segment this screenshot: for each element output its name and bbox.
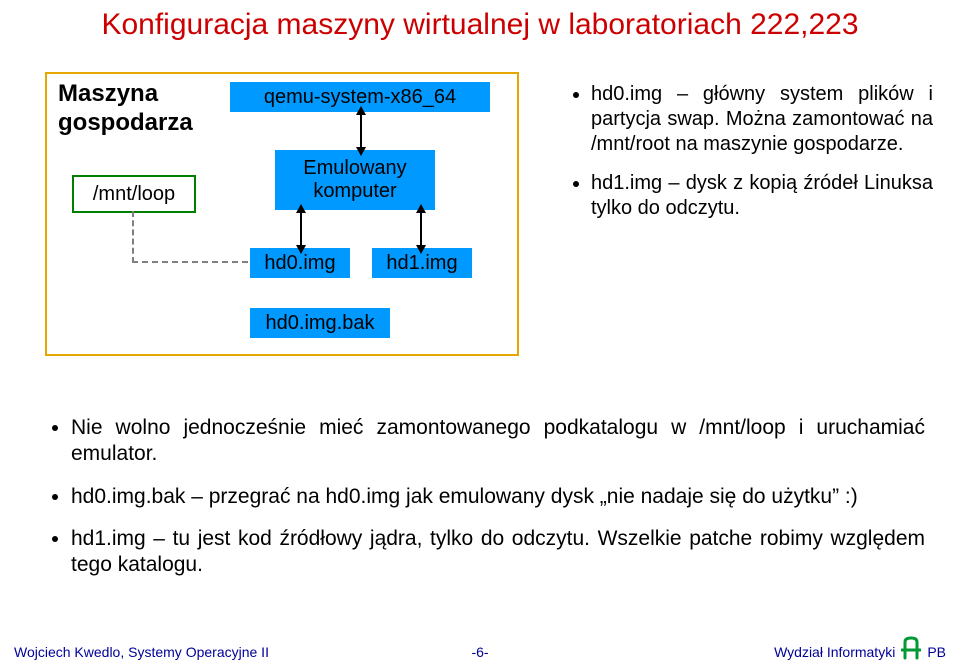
emu-l2: komputer [313,180,396,203]
host-label-l1: Maszyna [58,80,193,109]
footer-right: Wydział Informatyki PB [774,636,946,660]
loop-box: /mnt/loop [72,175,196,213]
dash-v [132,211,134,263]
host-label-l2: gospodarza [58,109,193,138]
lower-bullet-3: hd1.img – tu jest kod źródłowy jądra, ty… [71,526,925,579]
emu-l1: Emulowany [303,157,406,180]
arrow-qemu-emu [360,114,362,148]
slide-title: Konfiguracja maszyny wirtualnej w labora… [0,8,960,42]
arrow-emu-hd0 [300,212,302,246]
arrow-emu-hd1 [420,212,422,246]
footer-dept: Wydział Informatyki [774,644,895,660]
right-bullet-1: hd0.img – główny system plików i partycj… [591,82,933,157]
dash-h [132,261,248,263]
right-bullet-2: hd1.img – dysk z kopią źródeł Linuksa ty… [591,171,933,221]
lower-bullet-2: hd0.img.bak – przegrać na hd0.img jak em… [71,484,925,510]
lower-bullet-1: Nie wolno jednocześnie mieć zamontowaneg… [71,415,925,468]
host-label: Maszyna gospodarza [58,80,193,138]
emulated-computer-box: Emulowany komputer [275,150,435,210]
footer-uni: PB [927,644,946,660]
university-logo-icon [901,636,921,660]
footer: Wojciech Kwedlo, Systemy Operacyjne II -… [0,634,960,660]
slide: Konfiguracja maszyny wirtualnej w labora… [0,0,960,670]
right-bullets: hd0.img – główny system plików i partycj… [565,82,933,235]
hd0-bak-box: hd0.img.bak [250,308,390,338]
lower-bullets: Nie wolno jednocześnie mieć zamontowaneg… [45,415,925,594]
